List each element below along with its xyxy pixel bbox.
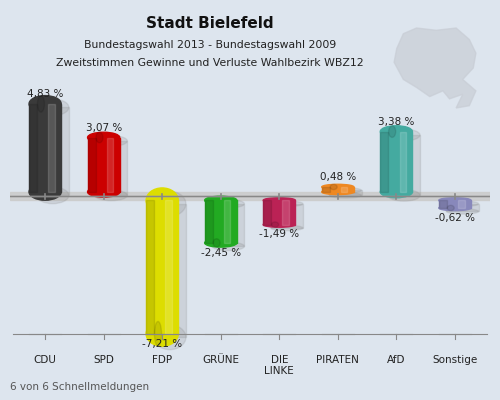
Ellipse shape xyxy=(212,242,244,250)
Bar xyxy=(263,200,296,224)
Bar xyxy=(88,138,96,192)
Text: 3,07 %: 3,07 % xyxy=(86,123,122,133)
Bar xyxy=(204,200,237,243)
Ellipse shape xyxy=(388,129,420,141)
Bar xyxy=(388,135,420,195)
Bar xyxy=(380,132,412,192)
Ellipse shape xyxy=(88,187,120,197)
Ellipse shape xyxy=(439,205,471,211)
Ellipse shape xyxy=(446,201,478,206)
Bar xyxy=(95,141,128,195)
Ellipse shape xyxy=(272,222,278,227)
Text: 4,83 %: 4,83 % xyxy=(27,89,64,99)
Ellipse shape xyxy=(36,187,69,204)
Ellipse shape xyxy=(146,188,178,213)
Bar xyxy=(166,200,172,334)
Ellipse shape xyxy=(29,96,61,112)
Text: FDP: FDP xyxy=(152,355,172,365)
Bar xyxy=(439,200,447,208)
Ellipse shape xyxy=(380,126,412,137)
Bar xyxy=(146,200,154,334)
Ellipse shape xyxy=(263,222,296,227)
Ellipse shape xyxy=(271,201,303,206)
Ellipse shape xyxy=(447,205,454,211)
Bar xyxy=(48,104,55,192)
Bar xyxy=(29,104,37,192)
Bar xyxy=(330,190,362,195)
Ellipse shape xyxy=(146,322,178,346)
Text: 6 von 6 Schnellmeldungen: 6 von 6 Schnellmeldungen xyxy=(10,382,149,392)
Ellipse shape xyxy=(271,225,303,231)
Ellipse shape xyxy=(95,190,128,201)
Ellipse shape xyxy=(154,325,186,350)
Text: PIRATEN: PIRATEN xyxy=(316,355,359,365)
Ellipse shape xyxy=(380,186,412,198)
Ellipse shape xyxy=(263,198,296,203)
Bar xyxy=(107,138,114,192)
Text: Stadt Bielefeld: Stadt Bielefeld xyxy=(146,16,274,31)
Bar xyxy=(204,200,212,243)
Bar xyxy=(224,200,230,243)
Text: DIE
LINKE: DIE LINKE xyxy=(264,355,294,376)
Text: -0,62 %: -0,62 % xyxy=(435,213,475,223)
Ellipse shape xyxy=(330,188,362,193)
Bar xyxy=(439,200,471,208)
Ellipse shape xyxy=(213,239,220,247)
Text: Bundestagswahl 2013 - Bundestagswahl 2009: Bundestagswahl 2013 - Bundestagswahl 200… xyxy=(84,40,336,50)
Bar xyxy=(282,200,289,224)
Ellipse shape xyxy=(204,196,237,204)
Polygon shape xyxy=(394,28,476,108)
Bar xyxy=(10,192,490,200)
Bar xyxy=(263,200,271,224)
Ellipse shape xyxy=(388,190,420,201)
Ellipse shape xyxy=(29,184,61,200)
Bar xyxy=(400,132,406,192)
Ellipse shape xyxy=(154,191,186,216)
Ellipse shape xyxy=(88,132,120,143)
Ellipse shape xyxy=(212,200,244,208)
Text: 3,38 %: 3,38 % xyxy=(378,117,414,127)
Bar xyxy=(146,200,178,334)
Ellipse shape xyxy=(95,136,128,146)
Ellipse shape xyxy=(330,184,337,190)
Bar xyxy=(380,132,388,192)
Text: 0,48 %: 0,48 % xyxy=(320,172,356,182)
Text: -7,21 %: -7,21 % xyxy=(142,338,182,348)
Bar xyxy=(446,204,478,212)
Ellipse shape xyxy=(388,126,396,137)
Bar xyxy=(88,138,120,192)
Text: Zweitstimmen Gewinne und Verluste Wahlbezirk WBZ12: Zweitstimmen Gewinne und Verluste Wahlbe… xyxy=(56,58,364,68)
Bar xyxy=(29,104,61,192)
Bar xyxy=(322,187,330,192)
Text: CDU: CDU xyxy=(34,355,56,365)
Bar xyxy=(36,107,69,195)
Text: GRÜNE: GRÜNE xyxy=(202,355,239,365)
Ellipse shape xyxy=(204,239,237,247)
Bar xyxy=(154,204,186,337)
Ellipse shape xyxy=(38,96,44,112)
Text: -1,49 %: -1,49 % xyxy=(259,229,300,239)
Ellipse shape xyxy=(154,322,162,346)
Bar xyxy=(212,204,244,246)
Ellipse shape xyxy=(446,209,478,214)
Ellipse shape xyxy=(322,189,354,195)
Ellipse shape xyxy=(36,99,69,116)
Bar xyxy=(458,200,464,208)
Text: SPD: SPD xyxy=(93,355,114,365)
Ellipse shape xyxy=(330,193,362,198)
Bar xyxy=(341,187,347,192)
Bar xyxy=(322,187,354,192)
Ellipse shape xyxy=(439,198,471,203)
Bar xyxy=(271,204,303,228)
Ellipse shape xyxy=(96,132,103,143)
Text: Sonstige: Sonstige xyxy=(432,355,478,365)
Ellipse shape xyxy=(322,184,354,190)
Text: -2,45 %: -2,45 % xyxy=(200,248,241,258)
Text: AfD: AfD xyxy=(387,355,406,365)
